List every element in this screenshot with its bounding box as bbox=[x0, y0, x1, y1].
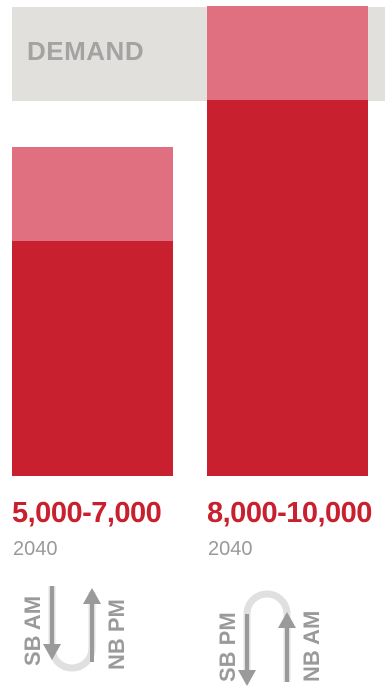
bar-2-year-label: 2040 bbox=[208, 538, 253, 560]
bar-1-value-label: 5,000-7,000 bbox=[12, 497, 162, 529]
direction-1-up-label: NB PM bbox=[104, 599, 129, 670]
direction-uturn-bottom-icon: SB AM NB PM bbox=[20, 586, 129, 672]
direction-2-up-label: NB AM bbox=[299, 611, 324, 682]
bar-1-year-label: 2040 bbox=[13, 538, 58, 560]
direction-uturn-top-icon: SB PM NB AM bbox=[215, 590, 324, 686]
bar-2-value-label: 8,000-10,000 bbox=[207, 497, 372, 529]
bar-2-upper-range bbox=[207, 6, 368, 100]
bar-1-lower-range bbox=[12, 241, 173, 476]
demand-label: DEMAND bbox=[27, 36, 145, 66]
direction-2-down-label: SB PM bbox=[215, 612, 240, 682]
bar-1-upper-range bbox=[12, 147, 173, 241]
direction-1-down-label: SB AM bbox=[20, 596, 45, 666]
bar-2-lower-range bbox=[207, 100, 368, 476]
